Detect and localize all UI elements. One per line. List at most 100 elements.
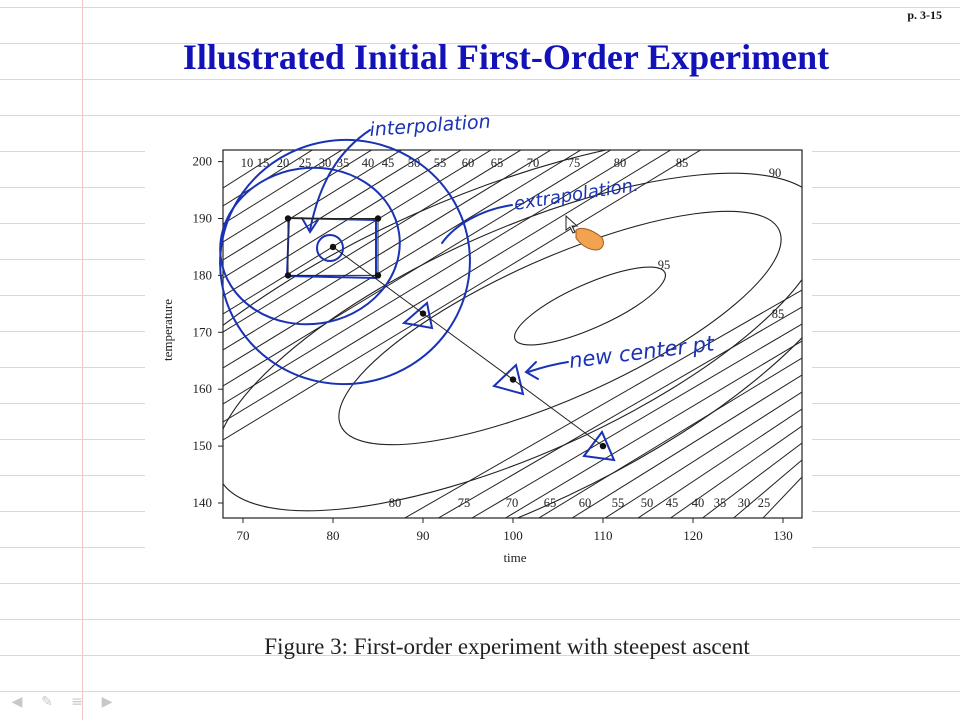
hand-cursor-icon <box>565 214 604 251</box>
x-tick-label: 110 <box>593 528 612 543</box>
ascent-point <box>599 442 607 450</box>
triangle-1 <box>401 301 434 330</box>
new-center-arrow <box>527 361 569 373</box>
y-axis-label: temperature <box>160 299 175 361</box>
design-point <box>329 243 337 251</box>
arrow-right-icon[interactable]: ▶ <box>101 694 113 710</box>
contour-line <box>223 150 672 423</box>
contour-line <box>223 150 284 189</box>
contour-line <box>223 150 492 315</box>
slide-title: Illustrated Initial First-Order Experime… <box>182 37 830 77</box>
extrapolation-note: extrapolation. <box>512 175 640 215</box>
contour-label: 65 <box>491 156 504 170</box>
contour-line <box>403 289 802 518</box>
contour-line <box>223 150 403 261</box>
y-tick-label: 140 <box>193 495 213 510</box>
y-tick-label: 180 <box>193 267 213 282</box>
contour-label: 40 <box>362 156 375 170</box>
contour-label: 45 <box>382 156 395 170</box>
contour-ring <box>514 266 666 346</box>
ascent-point <box>419 310 427 317</box>
x-tick-label: 130 <box>773 528 793 543</box>
contour-label: 80 <box>614 156 627 170</box>
center-point-circle <box>316 234 344 262</box>
contour-label: 75 <box>458 496 471 510</box>
y-tick-label: 190 <box>193 211 213 226</box>
contour-line <box>571 374 802 518</box>
contour-lines <box>223 150 802 518</box>
figure-panel <box>145 148 812 568</box>
pen-icon[interactable]: ✎ <box>41 694 53 710</box>
y-tick-label: 150 <box>193 438 213 453</box>
triangle-2 <box>492 363 525 396</box>
arrow-left-icon[interactable]: ◀ <box>11 694 23 710</box>
steepest-ascent-segment <box>422 313 514 380</box>
contour-label: 70 <box>527 156 540 170</box>
contour-line <box>223 150 343 225</box>
contour-label: 85 <box>676 156 689 170</box>
contour-label: 30 <box>319 156 332 170</box>
y-tick-label: 200 <box>193 154 213 169</box>
x-tick-label: 80 <box>327 528 340 543</box>
contour-label: 30 <box>738 496 751 510</box>
menu-icon[interactable]: ≡ <box>71 694 83 710</box>
x-tick-label: 100 <box>503 528 523 543</box>
new-center-note: new center pt <box>568 331 716 373</box>
contour-line <box>437 306 802 518</box>
contour-label: 80 <box>389 496 402 510</box>
x-axis-label: time <box>503 550 526 565</box>
x-tick-label: 70 <box>237 528 250 543</box>
extrapolation-circle <box>219 138 471 386</box>
extrapolation-pointer <box>441 204 513 244</box>
contour-line <box>223 150 373 243</box>
contour-label: 75 <box>568 156 581 170</box>
interpolation-arrow <box>309 129 371 231</box>
contour-line <box>223 150 612 387</box>
contour-line <box>223 150 522 333</box>
x-tick-label: 120 <box>683 528 703 543</box>
contour-ring <box>338 210 782 446</box>
contour-label: 15 <box>257 156 270 170</box>
contour-label: 25 <box>758 496 771 510</box>
experiment-points <box>284 215 607 450</box>
design-point <box>374 272 382 279</box>
figure-caption: Figure 3: First-order experiment with st… <box>264 634 750 659</box>
contour-line <box>637 408 802 518</box>
contour-label: 10 <box>241 156 254 170</box>
contour-line <box>537 357 802 518</box>
contour-label: 50 <box>408 156 421 170</box>
ascent-point <box>509 376 517 383</box>
steepest-ascent-segment <box>512 379 604 447</box>
contour-label: 25 <box>299 156 312 170</box>
x-tick-label: 90 <box>417 528 430 543</box>
contour-line <box>669 425 802 518</box>
contour-line <box>223 150 433 279</box>
design-point <box>284 215 292 222</box>
new-center-arrowhead <box>524 361 539 380</box>
contour-label: 35 <box>714 496 727 510</box>
y-tick-label: 170 <box>193 324 213 339</box>
axis-ticks: 70 80 90 100 110 120 130 140 150 160 170 180 190 200 <box>193 154 793 543</box>
contour-line <box>701 442 802 518</box>
contour-line <box>732 459 802 518</box>
contour-labels-bottom: 80 75 70 65 60 55 50 45 40 35 30 25 <box>389 496 771 510</box>
contour-label: 40 <box>692 496 705 510</box>
triangle-3 <box>582 430 616 462</box>
contour-line <box>223 150 642 405</box>
contour-labels-right: 95 85 <box>658 258 785 321</box>
contour-line <box>223 150 314 207</box>
interpolation-note: interpolation <box>369 111 492 141</box>
contour-label: 55 <box>434 156 447 170</box>
contour-label: 60 <box>579 496 592 510</box>
y-tick-label: 160 <box>193 381 213 396</box>
contour-line <box>604 391 802 518</box>
contour-label: 95 <box>658 258 671 272</box>
slide-nav: ◀ ✎ ≡ ▶ <box>8 694 116 710</box>
contour-ring <box>223 150 802 518</box>
design-point <box>284 272 292 279</box>
contour-line <box>504 340 802 518</box>
contour-line <box>762 476 802 518</box>
steepest-ascent-segment <box>332 246 424 314</box>
contour-label: 50 <box>641 496 654 510</box>
